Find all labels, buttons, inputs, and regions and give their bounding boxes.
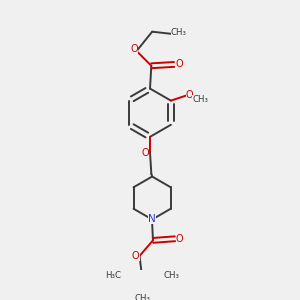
Text: CH₃: CH₃ — [171, 28, 187, 37]
Text: N: N — [148, 214, 156, 224]
Text: O: O — [176, 234, 184, 244]
Text: CH₃: CH₃ — [134, 294, 150, 300]
Text: O: O — [186, 90, 193, 100]
Text: H₃C: H₃C — [105, 271, 121, 280]
Text: CH₃: CH₃ — [164, 271, 179, 280]
Text: O: O — [130, 44, 138, 54]
Text: O: O — [132, 251, 140, 262]
Text: CH₃: CH₃ — [192, 95, 208, 104]
Text: O: O — [141, 148, 149, 158]
Text: O: O — [175, 59, 183, 69]
